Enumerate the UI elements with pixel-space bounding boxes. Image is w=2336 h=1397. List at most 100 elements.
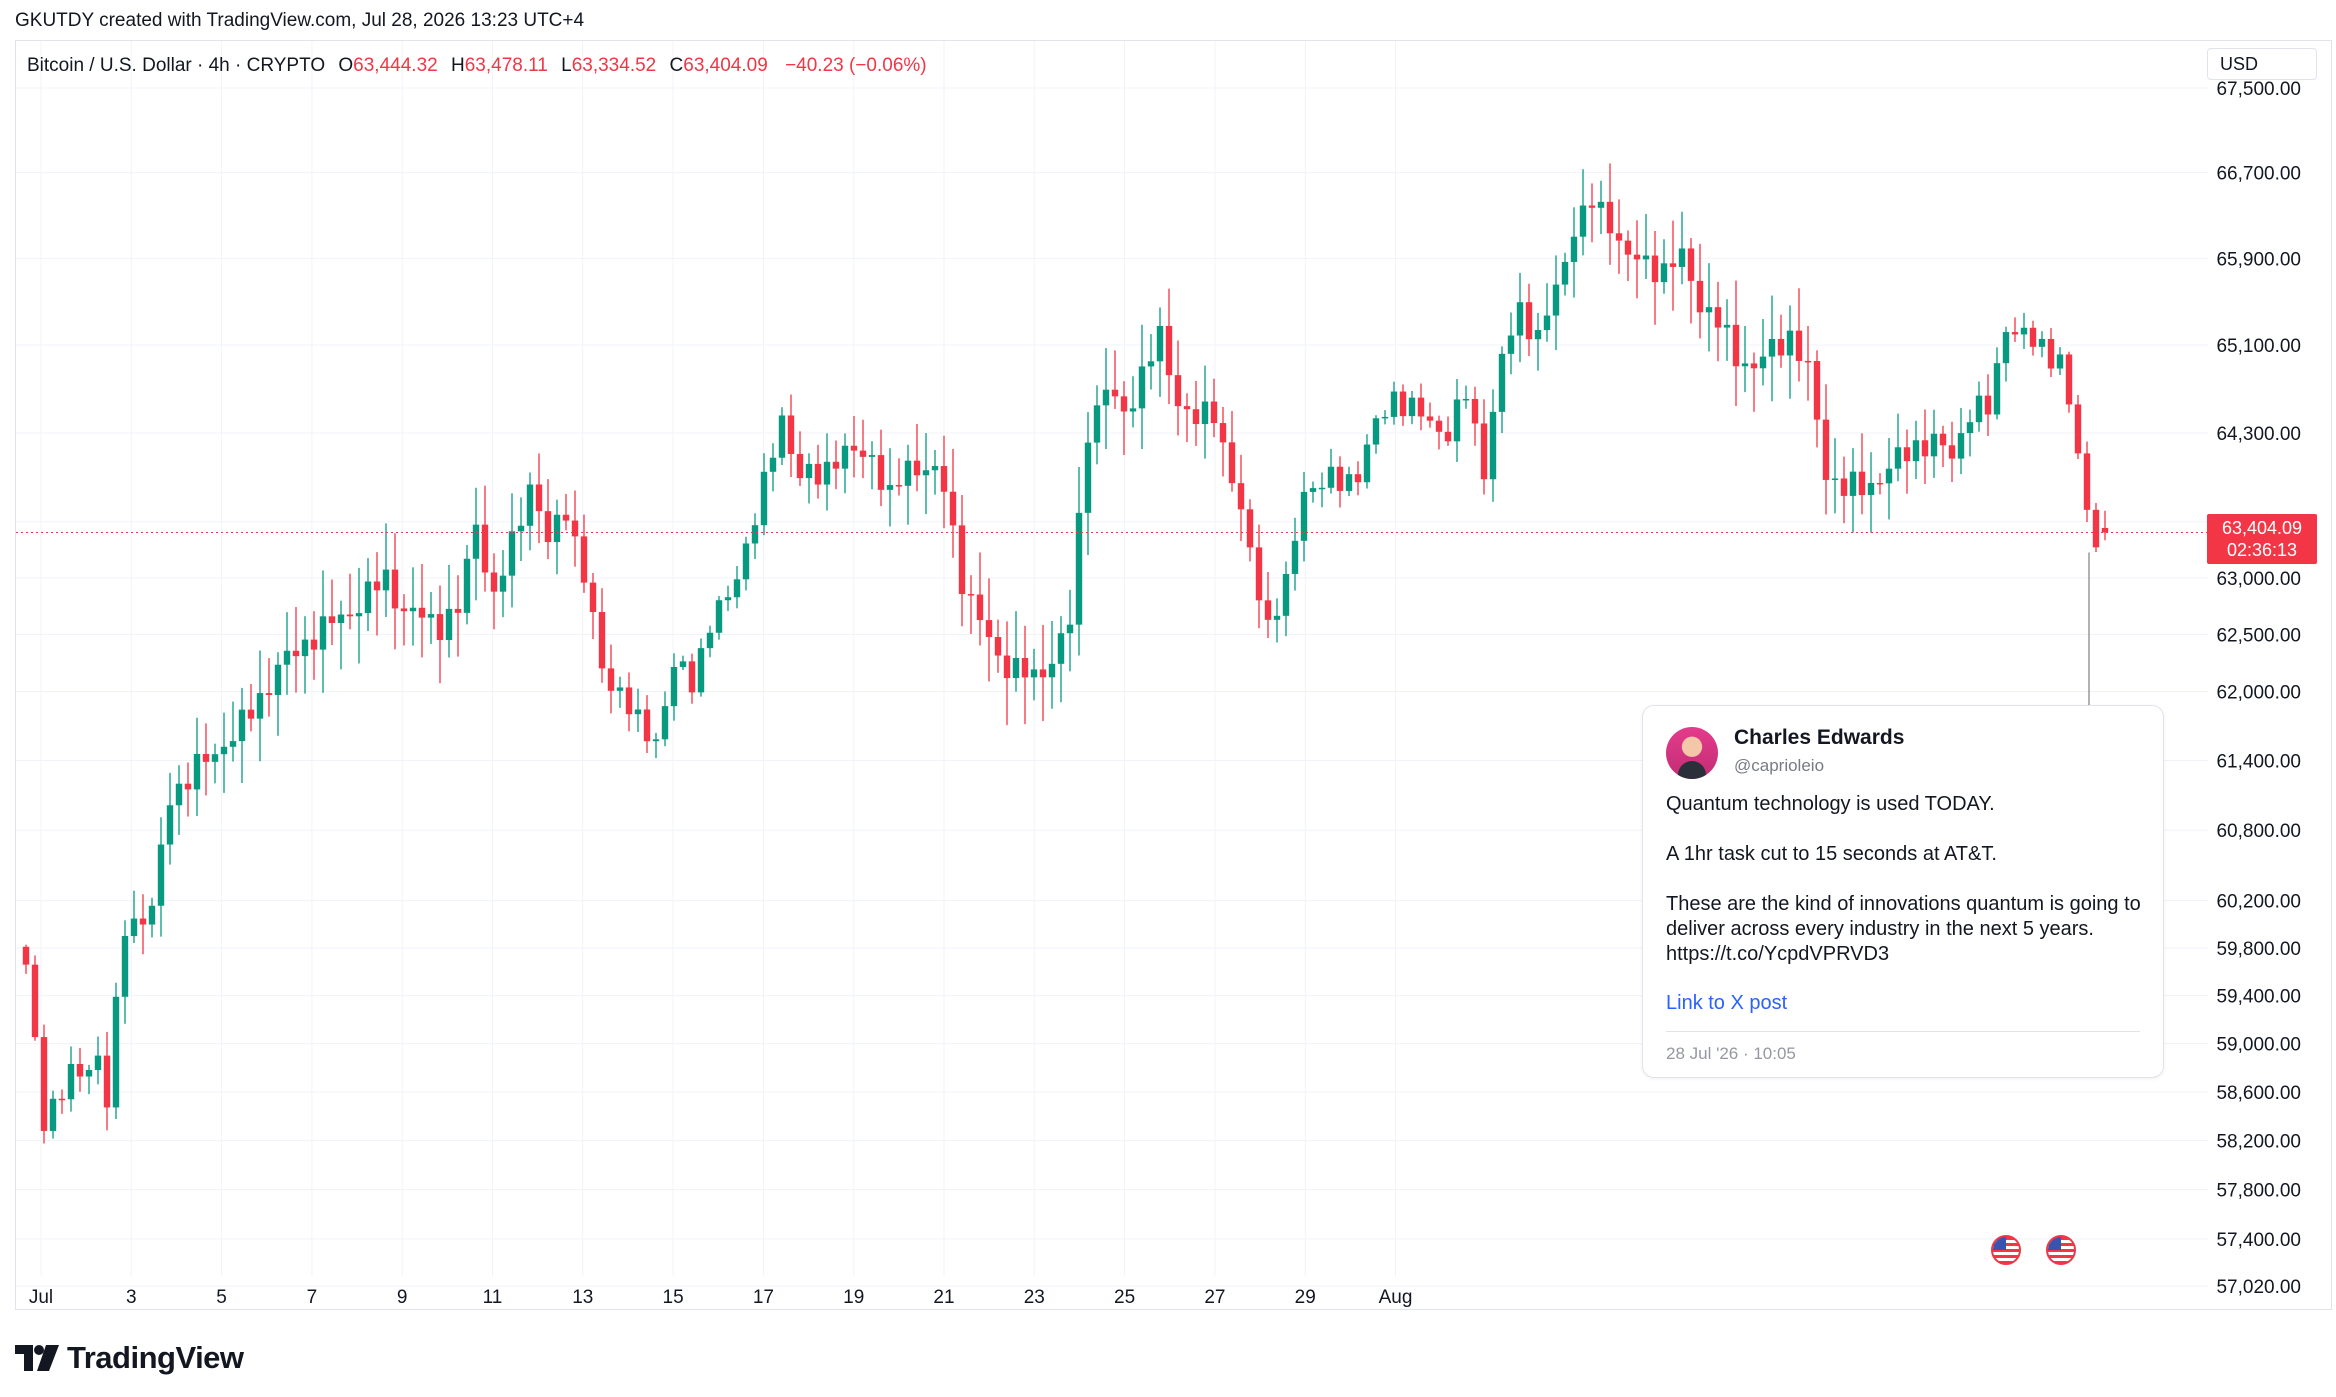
candle-body — [1777, 338, 1785, 356]
candle-body — [1129, 408, 1137, 412]
candle-body — [2038, 338, 2046, 347]
link-to-x-post[interactable]: Link to X post — [1666, 992, 1788, 1014]
x-tick-label: 15 — [663, 1287, 684, 1308]
tradingview-logo[interactable]: TradingView — [15, 1338, 244, 1378]
candle-body — [1516, 302, 1524, 336]
candle-body — [130, 918, 138, 936]
candle-body — [1903, 447, 1911, 462]
candle-body — [238, 709, 246, 742]
candle-body — [733, 579, 741, 598]
candle-body — [742, 543, 750, 580]
candle-body — [2083, 453, 2091, 510]
close-label: C — [669, 55, 684, 76]
candle-body — [1642, 255, 1650, 260]
candle-body — [760, 471, 768, 526]
candle-body — [499, 575, 507, 592]
candle-body — [1750, 363, 1758, 369]
us-flag-icon[interactable] — [1991, 1235, 2021, 1265]
y-tick-label: 64,300.00 — [2216, 424, 2301, 445]
y-tick-label: 57,400.00 — [2216, 1230, 2301, 1251]
candle-body — [292, 650, 300, 657]
candle-body — [1048, 663, 1056, 678]
candle-body — [1813, 360, 1821, 420]
candle-body — [1237, 483, 1245, 510]
candle-body — [2065, 354, 2073, 405]
x-tick-label: 9 — [397, 1287, 408, 1308]
candle-body — [598, 611, 606, 669]
candle-body — [832, 461, 840, 469]
x-tick-label: 5 — [216, 1287, 227, 1308]
candle-body — [409, 607, 417, 612]
candle-body — [58, 1098, 66, 1101]
candle-body — [1993, 363, 2001, 415]
candle-body — [877, 455, 885, 490]
candle-body — [1435, 420, 1443, 432]
candle-body — [571, 520, 579, 537]
chart-frame[interactable]: 67,500.00 66,700.00 65,900.00 65,100.00 64,3… — [15, 40, 2332, 1310]
candle-body — [301, 639, 309, 657]
candle-body — [1759, 356, 1767, 369]
candle-body — [1039, 669, 1047, 678]
candle-body — [220, 746, 228, 755]
candle-body — [1426, 416, 1434, 421]
currency-selector[interactable]: USD — [2207, 48, 2317, 80]
candle-body — [1894, 447, 1902, 469]
y-tick-label: 58,200.00 — [2216, 1132, 2301, 1153]
candle-body — [1948, 445, 1956, 459]
candle-body — [1417, 397, 1425, 417]
x-tick-label: 3 — [126, 1287, 137, 1308]
y-tick-label: 66,700.00 — [2216, 164, 2301, 185]
candle-body — [418, 607, 426, 618]
candle-body — [436, 614, 444, 641]
candle-body — [1021, 658, 1029, 678]
candle-body — [211, 754, 219, 762]
candle-body — [445, 608, 453, 641]
x-tick-label: 21 — [933, 1287, 954, 1308]
candle-body — [247, 709, 255, 719]
candle-body — [1201, 401, 1209, 425]
candle-body — [2101, 527, 2109, 533]
x-tick-label: Aug — [1379, 1287, 1413, 1308]
candle-body — [1579, 205, 1587, 237]
candle-body — [1786, 330, 1794, 356]
candle-body — [1381, 416, 1389, 419]
candle-body — [454, 608, 462, 613]
candle-body — [544, 511, 552, 543]
candle-body — [958, 525, 966, 595]
tradingview-logo-icon — [15, 1345, 59, 1371]
candle-body — [1282, 573, 1290, 616]
avatar — [1666, 727, 1718, 779]
candle-body — [1498, 353, 1506, 412]
divider — [1666, 1031, 2140, 1032]
candle-body — [1615, 233, 1623, 241]
candle-body — [1966, 422, 1974, 434]
candle-body — [1858, 471, 1866, 496]
x-tick-label: 27 — [1204, 1287, 1225, 1308]
candle-body — [1930, 433, 1938, 457]
candle-body — [49, 1098, 57, 1131]
candle-body — [1822, 419, 1830, 480]
candle-body — [490, 572, 498, 592]
candle-body — [1291, 540, 1299, 574]
candle-body — [1660, 263, 1668, 283]
candle-body — [1651, 255, 1659, 283]
candlestick-chart[interactable]: 67,500.00 66,700.00 65,900.00 65,100.00 64,3… — [16, 41, 2333, 1311]
low-value: 63,334.52 — [571, 55, 657, 76]
candle-body — [1768, 338, 1776, 357]
candle-body — [1957, 433, 1965, 459]
candle-body — [1057, 633, 1065, 664]
news-tweet-card[interactable]: Charles Edwards @caprioleio Quantum tech… — [1642, 705, 2164, 1078]
candle-body — [1696, 280, 1704, 313]
candle-body — [31, 964, 39, 1038]
candle-body — [229, 741, 237, 747]
candle-body — [850, 445, 858, 451]
candle-body — [1183, 406, 1191, 410]
candle-body — [274, 664, 282, 695]
candle-body — [166, 805, 174, 845]
us-flag-icon[interactable] — [2046, 1235, 2076, 1265]
candle-body — [1543, 315, 1551, 331]
candle-body — [1012, 658, 1020, 679]
x-tick-label: 17 — [753, 1287, 774, 1308]
ohlc-legend: Bitcoin / U.S. Dollar · 4h · CRYPTO O63,… — [27, 55, 927, 77]
y-tick-label: 57,020.00 — [2216, 1277, 2301, 1298]
